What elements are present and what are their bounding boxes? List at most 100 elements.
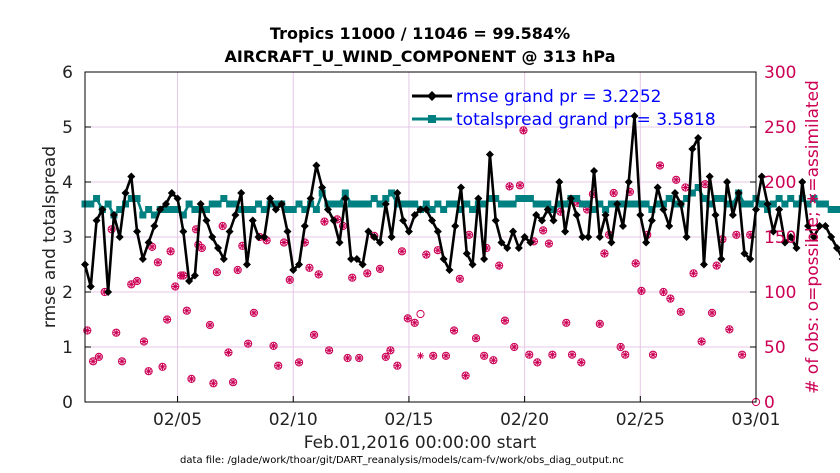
obs-assimilated-marker xyxy=(677,308,685,316)
obs-assimilated-marker xyxy=(600,250,608,257)
rmse-marker xyxy=(277,200,286,208)
obs-star-stroke xyxy=(275,362,282,369)
obs-star-stroke xyxy=(315,271,322,278)
obs-assimilated-marker xyxy=(434,246,442,254)
obs-assimilated-marker xyxy=(393,362,401,370)
spread-marker xyxy=(324,200,332,208)
obs-assimilated-marker xyxy=(450,327,458,334)
spread-marker xyxy=(584,200,592,208)
y-tick-left-label: 0 xyxy=(62,393,73,413)
obs-star-stroke xyxy=(214,269,220,276)
spread-marker xyxy=(642,200,650,208)
rmse-marker xyxy=(295,260,304,269)
obs-possible-marker xyxy=(343,353,352,363)
rmse-marker xyxy=(428,216,437,225)
spread-marker xyxy=(683,195,691,202)
obs-possible-marker xyxy=(153,258,162,267)
rmse-marker xyxy=(329,216,338,225)
spread-marker xyxy=(758,200,766,208)
obs-star-stroke xyxy=(456,275,463,282)
obs-star-stroke xyxy=(650,351,656,358)
rmse-marker xyxy=(613,200,622,208)
rmse-marker xyxy=(254,233,263,241)
spread-marker xyxy=(607,200,615,208)
rmse-marker xyxy=(156,205,165,214)
obs-star-stroke xyxy=(96,354,102,360)
spread-marker xyxy=(382,195,390,202)
spread-marker xyxy=(411,200,419,208)
spread-marker xyxy=(602,206,610,213)
obs-assimilated-marker xyxy=(701,180,709,188)
obs-star-stroke xyxy=(382,354,389,360)
rmse-marker xyxy=(404,227,413,236)
obs-star-stroke xyxy=(113,329,120,336)
obs-assimilated-marker xyxy=(154,258,162,266)
obs-star-stroke xyxy=(411,319,418,326)
obs-assimilated-marker xyxy=(495,262,503,270)
rmse-marker xyxy=(115,233,124,241)
spread-marker xyxy=(532,200,540,208)
obs-star-stroke xyxy=(520,127,527,134)
obs-possible-marker xyxy=(233,265,242,275)
obs-assimilated-marker xyxy=(280,239,288,246)
obs-star-stroke xyxy=(90,358,96,365)
rmse-marker xyxy=(665,222,674,230)
rmse-marker xyxy=(480,255,489,263)
rmse-marker xyxy=(289,266,298,274)
obs-assimilated-marker xyxy=(159,363,167,371)
y-tick-left-label: 5 xyxy=(62,118,73,138)
obs-star-stroke xyxy=(632,260,639,267)
obs-star-stroke xyxy=(281,239,287,246)
spread-marker xyxy=(631,200,639,208)
spread-marker xyxy=(243,206,251,213)
spread-marker xyxy=(434,200,442,208)
spread-marker xyxy=(550,206,558,213)
obs-possible-marker xyxy=(209,379,218,388)
rmse-marker xyxy=(462,249,471,258)
obs-star-stroke xyxy=(709,310,715,316)
spread-marker xyxy=(295,200,303,208)
rmse-marker xyxy=(283,227,292,236)
obs-possible-marker xyxy=(285,275,294,284)
rmse-marker xyxy=(584,233,593,241)
spread-marker xyxy=(469,206,477,213)
obs-star-stroke xyxy=(563,319,570,326)
rmse-marker xyxy=(445,266,454,274)
obs-assimilated-marker xyxy=(456,275,464,283)
spread-marker xyxy=(174,206,182,213)
obs-possible-marker xyxy=(577,358,586,367)
obs-star-stroke xyxy=(134,278,140,284)
spread-marker xyxy=(289,206,297,213)
rmse-marker xyxy=(543,205,552,214)
x-axis: 02/05 02/10 02/15 02/20 02/25 03/01 xyxy=(153,396,781,430)
rmse-marker xyxy=(503,244,512,252)
rmse-series xyxy=(81,112,840,296)
spread-marker xyxy=(659,200,667,208)
rmse-marker xyxy=(231,211,240,219)
rmse-marker xyxy=(786,233,795,241)
rmse-marker xyxy=(769,227,778,236)
rmse-marker xyxy=(410,211,419,219)
obs-possible-marker xyxy=(539,226,548,235)
obs-star-stroke xyxy=(239,242,246,249)
obs-possible-marker xyxy=(471,334,481,343)
spread-marker xyxy=(405,200,413,208)
obs-star-stroke xyxy=(682,184,689,191)
obs-assimilated-marker xyxy=(209,379,217,387)
obs-star-stroke xyxy=(657,162,663,169)
obs-star-stroke xyxy=(263,237,270,244)
spread-marker xyxy=(654,200,662,208)
rmse-marker xyxy=(717,255,726,263)
rmse-marker xyxy=(676,200,685,208)
obs-star-stroke xyxy=(234,267,241,273)
obs-assimilated-marker xyxy=(617,343,625,351)
obs-possible-marker xyxy=(707,308,717,317)
spread-marker xyxy=(625,200,633,208)
obs-possible-marker xyxy=(495,261,504,270)
rmse-marker xyxy=(260,233,269,241)
rmse-marker xyxy=(312,161,321,170)
obs-assimilated-marker xyxy=(666,295,674,303)
obs-star-stroke xyxy=(219,223,226,229)
spread-marker xyxy=(318,189,326,197)
obs-possible-marker xyxy=(489,356,498,365)
